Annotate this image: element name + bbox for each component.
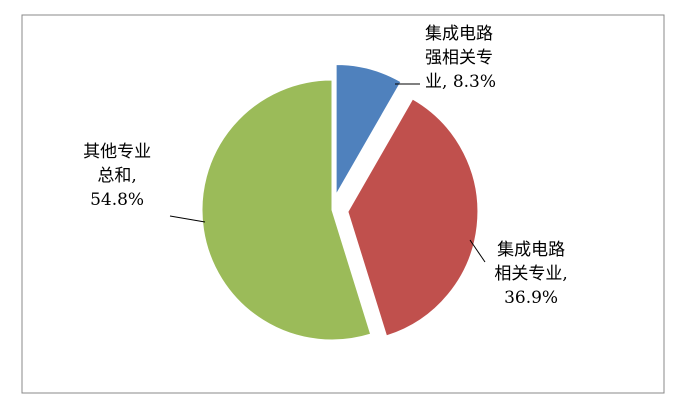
value-label: 8.3% xyxy=(452,72,497,92)
data-label: 其他专业总和, 54.8% xyxy=(83,142,152,210)
category-label: 集成电路强相关专业 xyxy=(425,24,493,92)
data-label: 集成电路强相关专业, 8.3% xyxy=(425,24,497,92)
data-label: 集成电路相关专业, 36.9% xyxy=(494,240,568,308)
value-label: 36.9% xyxy=(504,288,559,308)
leader-line xyxy=(169,215,206,223)
category-label: 集成电路相关专业 xyxy=(494,240,566,284)
value-label: 54.8% xyxy=(90,190,145,210)
category-label: 其他专业总和 xyxy=(83,142,152,186)
pie-slice xyxy=(201,79,372,341)
pie-slice xyxy=(347,98,479,337)
pie-slice xyxy=(335,64,402,197)
chart-border xyxy=(21,14,665,394)
leader-line xyxy=(469,239,486,263)
